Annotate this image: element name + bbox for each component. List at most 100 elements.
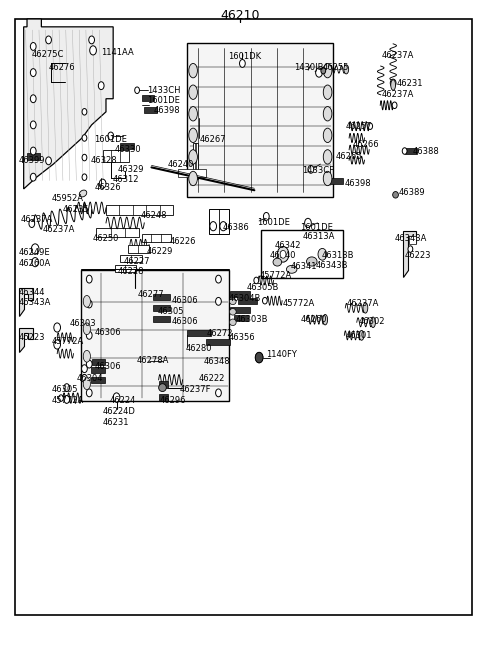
Ellipse shape bbox=[229, 319, 236, 326]
Text: 1601DE: 1601DE bbox=[300, 223, 333, 232]
Bar bbox=[153, 293, 170, 300]
Circle shape bbox=[30, 95, 36, 103]
Text: 46224D: 46224D bbox=[103, 407, 135, 416]
Text: 45772A: 45772A bbox=[259, 271, 291, 280]
Bar bbox=[261, 230, 343, 278]
Circle shape bbox=[280, 250, 286, 258]
Text: 46389: 46389 bbox=[399, 189, 426, 197]
Circle shape bbox=[86, 331, 92, 339]
Bar bbox=[115, 265, 136, 272]
Circle shape bbox=[98, 82, 104, 90]
Text: 46276: 46276 bbox=[48, 63, 75, 72]
Text: 46312: 46312 bbox=[113, 176, 139, 184]
Ellipse shape bbox=[83, 350, 90, 362]
Bar bbox=[405, 148, 417, 155]
Text: 46231: 46231 bbox=[397, 79, 423, 88]
Text: 46224: 46224 bbox=[110, 396, 136, 405]
Ellipse shape bbox=[158, 384, 166, 392]
Circle shape bbox=[99, 179, 106, 188]
Text: 46266: 46266 bbox=[352, 140, 379, 149]
Circle shape bbox=[216, 389, 221, 397]
Polygon shape bbox=[403, 231, 416, 276]
Circle shape bbox=[210, 221, 216, 231]
Text: 46237A: 46237A bbox=[347, 299, 379, 309]
Text: 46237A: 46237A bbox=[381, 51, 414, 60]
Text: 46222: 46222 bbox=[199, 374, 225, 383]
Circle shape bbox=[31, 244, 39, 254]
Ellipse shape bbox=[371, 317, 375, 328]
Bar bbox=[238, 299, 257, 305]
Text: 46329: 46329 bbox=[118, 166, 144, 174]
Text: 46226: 46226 bbox=[169, 236, 196, 246]
Ellipse shape bbox=[273, 258, 282, 266]
Text: 46255: 46255 bbox=[323, 63, 348, 72]
Text: 46237F: 46237F bbox=[179, 385, 211, 394]
Text: 46227: 46227 bbox=[123, 257, 150, 266]
Circle shape bbox=[82, 365, 87, 373]
Bar bbox=[328, 178, 343, 184]
Circle shape bbox=[30, 43, 36, 50]
Circle shape bbox=[82, 375, 87, 383]
Polygon shape bbox=[19, 328, 33, 352]
Ellipse shape bbox=[359, 330, 364, 340]
Text: 46280: 46280 bbox=[186, 344, 213, 353]
Text: 46398: 46398 bbox=[344, 179, 371, 188]
Circle shape bbox=[264, 212, 269, 220]
Text: 46344: 46344 bbox=[19, 288, 46, 297]
Bar bbox=[106, 205, 173, 215]
Text: 46342: 46342 bbox=[275, 241, 301, 250]
Ellipse shape bbox=[307, 257, 317, 266]
Ellipse shape bbox=[344, 65, 348, 74]
Circle shape bbox=[59, 395, 63, 402]
Bar bbox=[81, 270, 229, 401]
Text: 46223: 46223 bbox=[404, 251, 431, 260]
Bar bbox=[153, 305, 170, 311]
Circle shape bbox=[86, 389, 92, 397]
Circle shape bbox=[86, 300, 92, 308]
Circle shape bbox=[402, 148, 407, 155]
Circle shape bbox=[32, 257, 38, 267]
Polygon shape bbox=[19, 288, 33, 316]
Text: 46223: 46223 bbox=[19, 333, 46, 342]
Circle shape bbox=[255, 352, 263, 363]
Circle shape bbox=[46, 157, 51, 165]
Bar bbox=[120, 143, 134, 149]
Text: 1433CF: 1433CF bbox=[302, 166, 334, 175]
Text: 46328: 46328 bbox=[90, 156, 117, 164]
Circle shape bbox=[108, 132, 114, 140]
Circle shape bbox=[392, 102, 397, 109]
Circle shape bbox=[216, 275, 221, 283]
Circle shape bbox=[54, 323, 60, 332]
Ellipse shape bbox=[83, 323, 90, 335]
Circle shape bbox=[408, 246, 413, 252]
Circle shape bbox=[86, 360, 92, 368]
Circle shape bbox=[29, 219, 35, 227]
Text: 46303B: 46303B bbox=[235, 315, 268, 324]
Text: 45772A: 45772A bbox=[52, 337, 84, 346]
Ellipse shape bbox=[83, 295, 90, 307]
Text: 1601DE: 1601DE bbox=[257, 217, 289, 227]
Bar bbox=[91, 377, 105, 383]
Bar bbox=[230, 307, 250, 313]
Text: 46257: 46257 bbox=[345, 122, 372, 131]
Bar bbox=[96, 229, 140, 237]
Circle shape bbox=[220, 221, 227, 231]
Text: 46388: 46388 bbox=[412, 147, 439, 155]
Text: 1601DE: 1601DE bbox=[147, 96, 180, 105]
Text: 46343A: 46343A bbox=[19, 298, 51, 307]
Text: 46313A: 46313A bbox=[302, 232, 335, 241]
Text: 46277: 46277 bbox=[138, 290, 165, 299]
Bar bbox=[142, 95, 155, 101]
Text: 46228: 46228 bbox=[118, 267, 144, 276]
Circle shape bbox=[390, 79, 396, 87]
Bar bbox=[91, 367, 105, 373]
Bar bbox=[187, 329, 211, 335]
Ellipse shape bbox=[229, 298, 236, 305]
Circle shape bbox=[113, 393, 120, 402]
Text: 46296: 46296 bbox=[159, 396, 186, 405]
Circle shape bbox=[30, 147, 36, 155]
Text: 46302: 46302 bbox=[359, 317, 385, 326]
Circle shape bbox=[135, 87, 140, 94]
Text: 1433CH: 1433CH bbox=[147, 86, 180, 96]
Circle shape bbox=[46, 36, 51, 44]
